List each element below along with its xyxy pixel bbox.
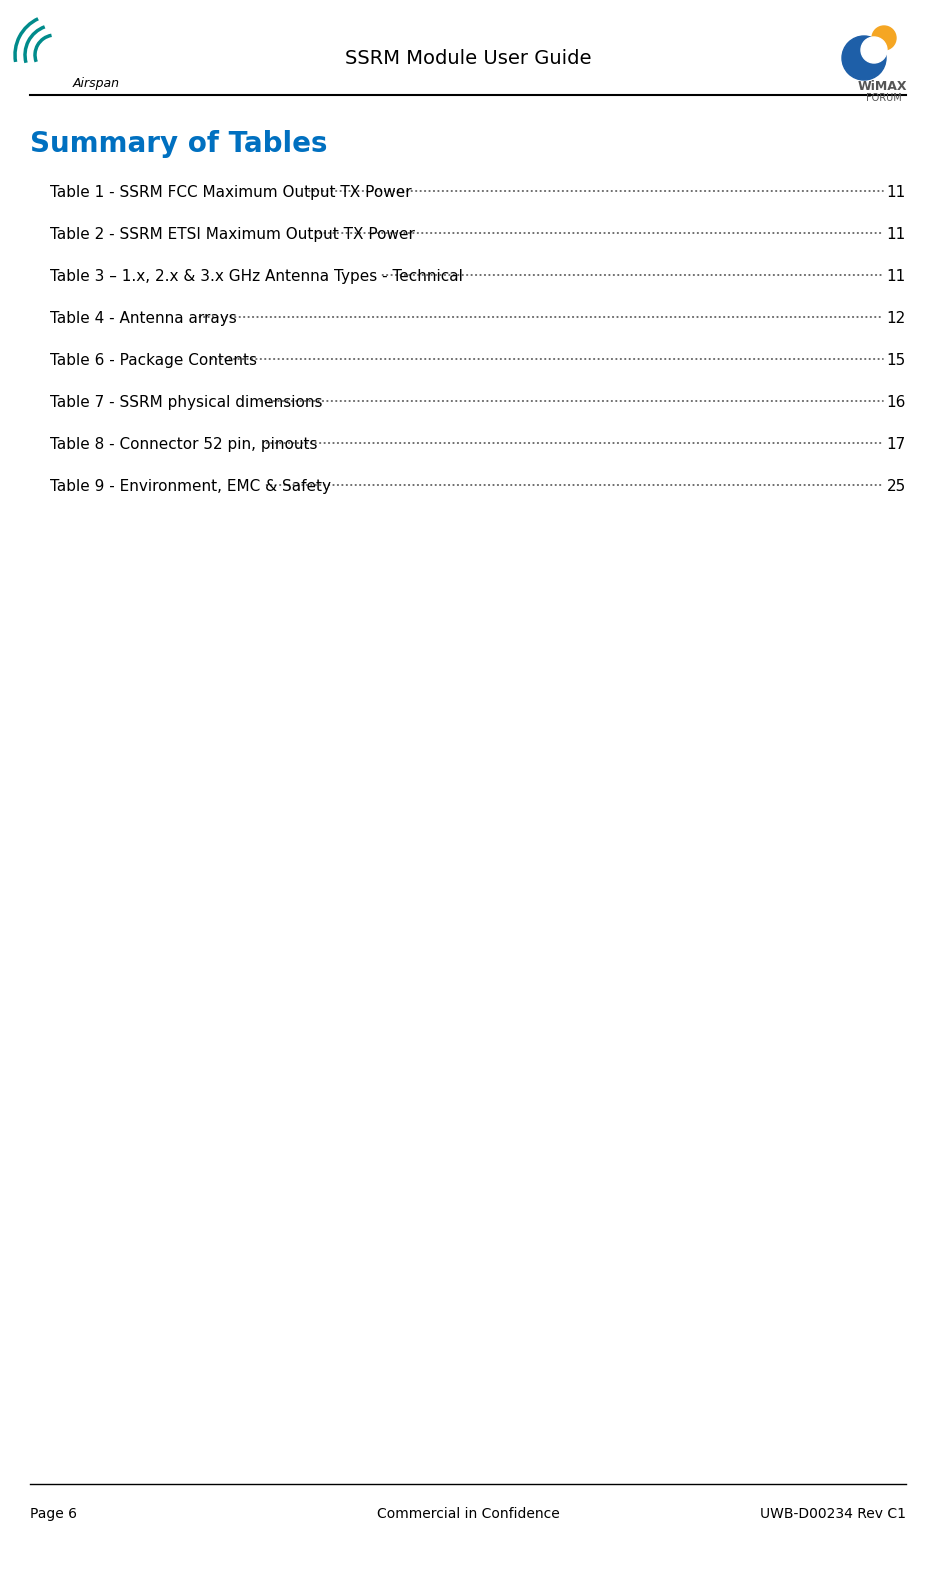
Text: Summary of Tables: Summary of Tables — [30, 130, 328, 158]
Text: Page 6: Page 6 — [30, 1506, 77, 1520]
Text: SSRM Module User Guide: SSRM Module User Guide — [344, 49, 592, 67]
Circle shape — [872, 27, 896, 50]
Text: Table 1 - SSRM FCC Maximum Output TX Power: Table 1 - SSRM FCC Maximum Output TX Pow… — [50, 185, 412, 199]
Text: Table 9 - Environment, EMC & Safety: Table 9 - Environment, EMC & Safety — [50, 479, 331, 494]
Text: WiMAX: WiMAX — [858, 80, 908, 93]
Text: Table 2 - SSRM ETSI Maximum Output TX Power: Table 2 - SSRM ETSI Maximum Output TX Po… — [50, 228, 415, 242]
Text: 11: 11 — [886, 228, 906, 242]
Circle shape — [861, 38, 887, 63]
Text: Commercial in Confidence: Commercial in Confidence — [376, 1506, 560, 1520]
Text: Table 3 – 1.x, 2.x & 3.x GHz Antenna Types - Technical: Table 3 – 1.x, 2.x & 3.x GHz Antenna Typ… — [50, 268, 463, 284]
Text: Table 8 - Connector 52 pin, pinouts: Table 8 - Connector 52 pin, pinouts — [50, 438, 317, 452]
Text: 25: 25 — [886, 479, 906, 494]
Text: Airspan: Airspan — [73, 77, 120, 89]
Text: 11: 11 — [886, 185, 906, 199]
Text: Table 6 - Package Contents: Table 6 - Package Contents — [50, 353, 257, 369]
Text: Table 4 - Antenna arrays: Table 4 - Antenna arrays — [50, 311, 237, 326]
Text: 12: 12 — [886, 311, 906, 326]
Text: 16: 16 — [886, 395, 906, 410]
Text: 15: 15 — [886, 353, 906, 369]
Text: 17: 17 — [886, 438, 906, 452]
Text: Table 7 - SSRM physical dimensions: Table 7 - SSRM physical dimensions — [50, 395, 323, 410]
Text: FORUM: FORUM — [866, 93, 901, 104]
Text: UWB-D00234 Rev C1: UWB-D00234 Rev C1 — [760, 1506, 906, 1520]
Circle shape — [842, 36, 886, 80]
Text: 11: 11 — [886, 268, 906, 284]
